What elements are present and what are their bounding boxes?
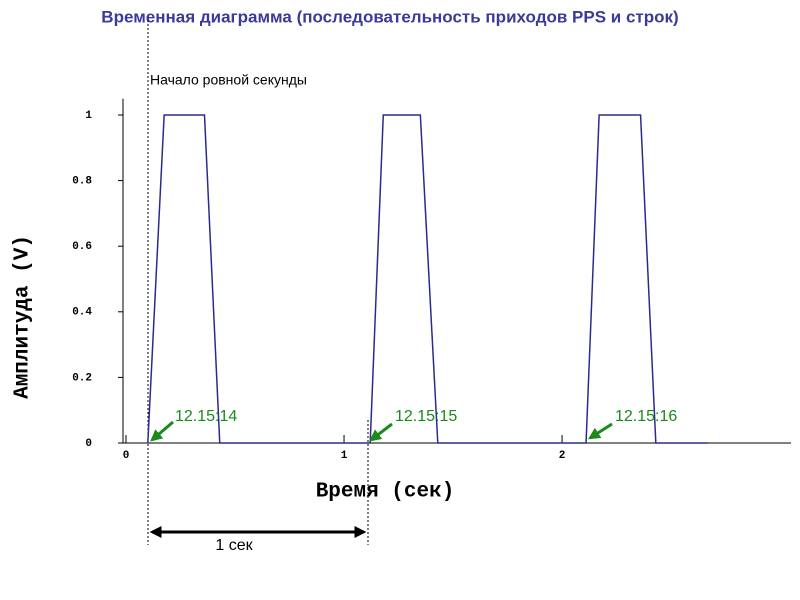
time-arrow xyxy=(150,420,174,442)
y-tick-label: 0.6 xyxy=(72,241,92,253)
x-tick-label: 0 xyxy=(123,450,130,462)
y-axis-title: Амплитуда (V) xyxy=(12,235,35,399)
time-arrow xyxy=(587,422,613,440)
y-tick-label: 0.4 xyxy=(72,307,92,319)
annotation: Начало ровной секунды xyxy=(150,72,307,88)
signal-line xyxy=(147,114,709,444)
y-tick-label: 0 xyxy=(85,438,92,450)
x-tick-label: 2 xyxy=(559,450,566,462)
interval-label: 1 сек xyxy=(215,537,253,554)
y-tick-label: 0.2 xyxy=(72,372,92,384)
chart-title: Временная диаграмма (последовательность … xyxy=(101,7,678,26)
x-tick-label: 1 xyxy=(341,450,348,462)
time-arrow xyxy=(369,422,393,442)
y-tick-label: 1 xyxy=(85,110,92,122)
time-label: 12.15:14 xyxy=(175,408,237,425)
time-label: 12.15:15 xyxy=(395,408,457,425)
time-label: 12.15:16 xyxy=(615,408,677,425)
y-tick-label: 0.8 xyxy=(72,176,92,188)
x-axis-title: Время (сек) xyxy=(316,481,455,504)
